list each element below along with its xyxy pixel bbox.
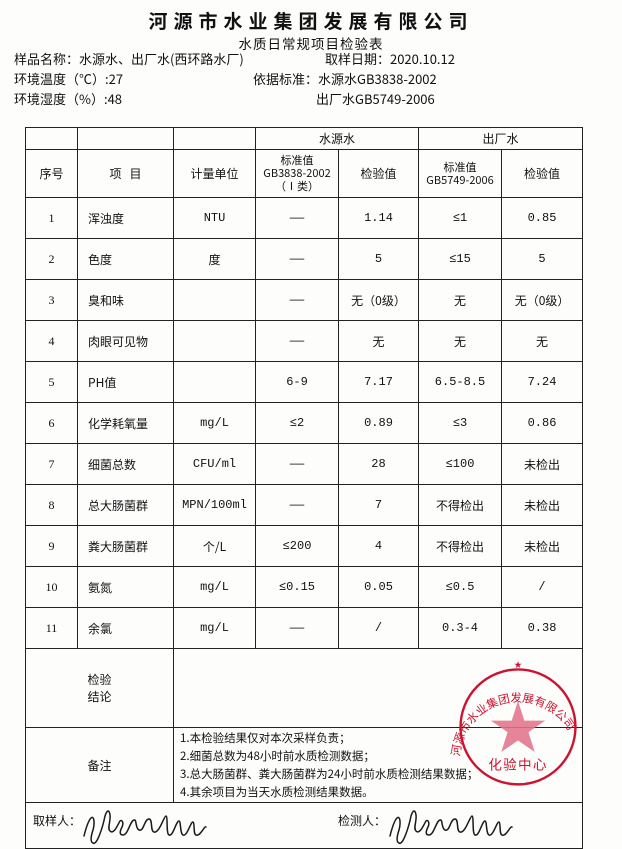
svg-text:化验中心: 化验中心 bbox=[488, 754, 547, 774]
svg-text:★: ★ bbox=[514, 659, 522, 670]
